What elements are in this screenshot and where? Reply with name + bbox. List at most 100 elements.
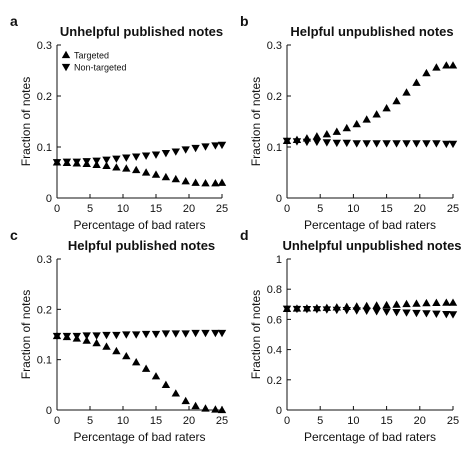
legend: Targeted Non-targeted <box>61 51 127 73</box>
x-axis-label: Percentage of bad raters <box>304 430 436 444</box>
targeted-marker <box>132 357 141 366</box>
y-tick-label: 0 <box>276 405 282 417</box>
targeted-marker <box>352 119 361 128</box>
x-tick-label: 25 <box>216 203 228 215</box>
targeted-marker <box>332 127 341 135</box>
non-targeted-marker <box>392 140 401 148</box>
non-targeted-marker <box>92 332 101 340</box>
non-targeted-marker <box>217 141 227 150</box>
targeted-marker <box>392 96 401 105</box>
x-tick-label: 15 <box>150 203 162 215</box>
y-tick-label: 0.3 <box>267 40 282 52</box>
targeted-marker <box>322 130 332 138</box>
non-targeted-marker <box>132 153 141 161</box>
non-targeted-marker <box>382 140 391 148</box>
x-tick-label: 20 <box>183 203 195 215</box>
targeted-marker <box>382 300 391 309</box>
non-targeted-marker <box>161 149 171 158</box>
y-tick-label: 0.1 <box>37 142 52 154</box>
targeted-marker <box>422 298 431 307</box>
non-targeted-marker <box>201 143 210 151</box>
non-targeted-marker <box>82 332 91 340</box>
non-targeted-marker <box>151 330 161 339</box>
x-axis-label: Percentage of bad raters <box>73 430 205 444</box>
non-targeted-marker <box>52 159 62 167</box>
x-tick-label: 15 <box>380 203 392 215</box>
non-targeted-marker <box>151 151 161 159</box>
non-targeted-marker <box>412 140 421 148</box>
non-targeted-marker <box>382 308 391 316</box>
panel-b: b Helpful unpublished notes 0 5 10 15 20 25 0 0.1… <box>240 13 459 232</box>
x-tick-label: 20 <box>183 415 195 427</box>
panel-title: Unhelpful unpublished notes <box>282 238 461 253</box>
legend-label: Targeted <box>74 51 109 61</box>
targeted-marker <box>151 372 161 380</box>
non-targeted-marker <box>201 329 210 338</box>
targeted-marker <box>211 179 220 187</box>
non-targeted-marker <box>171 330 180 338</box>
targeted-marker <box>112 163 121 171</box>
non-targeted-marker <box>312 138 322 147</box>
targeted-marker <box>161 172 171 181</box>
targeted-marker <box>442 61 451 69</box>
non-targeted-marker <box>72 158 81 166</box>
targeted-marker <box>432 63 441 71</box>
targeted-marker <box>201 404 210 412</box>
non-targeted-marker <box>62 332 72 341</box>
targeted-marker <box>122 351 131 360</box>
targeted-marker <box>372 301 381 309</box>
non-targeted-marker <box>332 306 341 315</box>
non-targeted-marker <box>92 157 101 165</box>
x-tick-label: 15 <box>150 415 162 427</box>
targeted-marker <box>382 104 391 112</box>
x-tick-label: 5 <box>87 203 93 215</box>
targeted-marker <box>372 110 381 118</box>
targeted-marker <box>422 68 431 77</box>
non-targeted-marker <box>72 332 81 341</box>
non-targeted-marker <box>448 311 458 319</box>
y-tick-label: 0.4 <box>267 345 282 357</box>
targeted-marker <box>217 405 227 414</box>
y-tick-label: 0.3 <box>37 40 52 52</box>
non-targeted-marker <box>211 329 220 338</box>
targeted-marker <box>402 299 411 308</box>
non-targeted-marker <box>332 139 341 148</box>
non-targeted-marker <box>141 330 151 339</box>
y-axis-label: Fraction of notes <box>19 77 33 166</box>
non-targeted-marker <box>191 144 200 153</box>
non-targeted-marker <box>82 158 91 166</box>
panel-title: Unhelpful published notes <box>60 24 223 39</box>
non-targeted-marker <box>392 309 401 317</box>
panel-letter: b <box>240 13 249 29</box>
x-tick-label: 0 <box>54 415 60 427</box>
non-targeted-marker <box>302 138 312 147</box>
y-tick-label: 0 <box>46 405 52 417</box>
targeted-marker <box>432 298 441 306</box>
panel-title: Helpful published notes <box>68 238 215 253</box>
x-tick-label: 5 <box>87 415 93 427</box>
targeted-marker <box>82 336 91 344</box>
non-targeted-marker <box>282 137 292 146</box>
x-tick-label: 0 <box>54 203 60 215</box>
non-targeted-marker <box>432 140 441 148</box>
y-tick-label: 0.2 <box>267 375 282 387</box>
x-tick-label: 25 <box>216 415 228 427</box>
y-tick-label: 0.2 <box>37 91 52 103</box>
x-tick-label: 15 <box>380 415 392 427</box>
targeted-marker <box>102 342 111 350</box>
targeted-marker <box>402 88 411 96</box>
non-targeted-marker <box>362 140 371 148</box>
panel-title: Helpful unpublished notes <box>290 24 453 39</box>
panel-letter: d <box>240 227 249 243</box>
y-axis-label: Fraction of notes <box>249 77 263 166</box>
targeted-marker <box>312 132 322 140</box>
targeted-marker <box>151 170 161 178</box>
non-targeted-marker <box>132 331 141 339</box>
targeted-marker <box>132 165 141 174</box>
targeted-marker <box>201 179 210 187</box>
non-targeted-marker <box>448 140 458 149</box>
non-targeted-marker <box>442 140 451 149</box>
y-tick-label: 0.2 <box>37 304 52 316</box>
x-tick-label: 20 <box>414 415 426 427</box>
non-targeted-marker <box>161 330 171 338</box>
